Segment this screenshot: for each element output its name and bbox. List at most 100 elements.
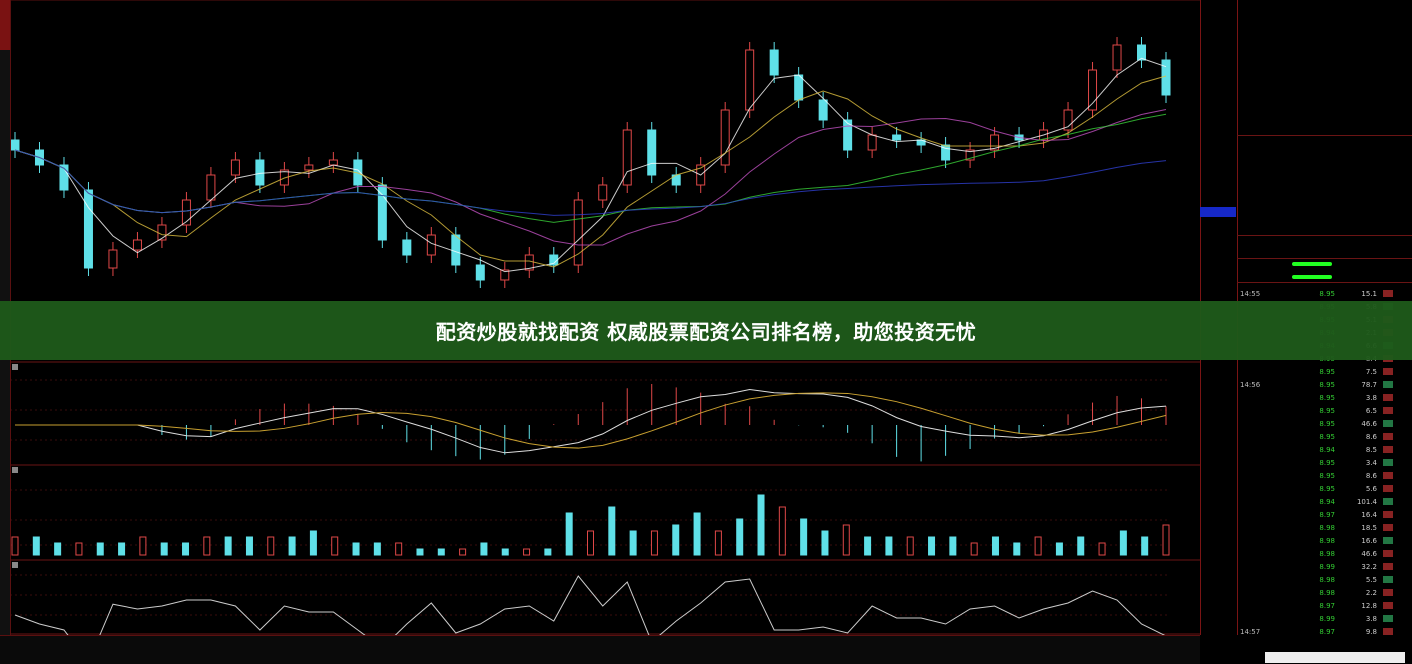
tick-row: 8.95 5.6 [1237,482,1412,495]
tick-row: 8.95 8.6 [1237,469,1412,482]
candle-body [132,239,142,251]
volume-bar [373,542,381,556]
banner-title: 配资炒股就找配资 权威股票配资公司排名榜，助您投资无忧 [435,320,977,344]
indicator-tab[interactable] [249,642,265,657]
tick-row: 8.98 16.6 [1237,534,1412,547]
candle-body [867,134,877,151]
volume-bar [906,536,914,556]
candle-body [1088,69,1098,111]
indicator-tab[interactable] [109,642,125,657]
tick-row: 8.95 7.5 [1237,365,1412,378]
tick-price: 8.95 [1319,393,1335,402]
indicator-header[interactable] [12,364,18,372]
candle-body [59,164,69,191]
indicator-tab[interactable] [218,642,234,657]
candle-body [402,239,412,256]
indicator-tab[interactable] [140,642,156,657]
direction-marker [1383,615,1393,622]
volume-bar [118,542,126,556]
indicator-tab[interactable] [16,642,32,657]
tick-volume: 7.5 [1365,367,1377,376]
indicator-tab[interactable] [62,642,78,657]
indicator-tab[interactable] [311,642,327,657]
candle-body [230,159,240,176]
volume-bar [160,542,168,556]
volume-bar [821,530,829,556]
tick-row: 8.97 16.4 [1237,508,1412,521]
direction-marker [1383,628,1393,635]
indicator-tab[interactable] [155,642,171,657]
tick-price: 8.97 [1319,627,1335,636]
volume-bar [736,518,744,556]
tick-row: 8.95 3.4 [1237,456,1412,469]
volume-bar [842,524,850,556]
indicator-tab[interactable] [326,642,342,657]
candle-body [524,254,534,271]
volume-bar [245,536,253,556]
tick-volume: 6.5 [1365,406,1377,415]
volume-bar [32,536,40,556]
indicator-tab[interactable] [171,642,187,657]
indicator-tab[interactable] [295,642,311,657]
candle-body [206,174,216,201]
tick-price: 8.95 [1319,432,1335,441]
candle-body [10,139,20,151]
tick-row: 14:55 8.95 15.1 [1237,287,1412,300]
indicator-tab[interactable] [264,642,280,657]
volume-bar [1141,536,1149,556]
moving-average-line [14,149,1167,216]
indicator-header[interactable] [12,562,18,570]
direction-marker [1383,498,1393,505]
indicator-tab[interactable] [202,642,218,657]
volume-bar [778,506,786,556]
indicator-tab[interactable] [78,642,94,657]
candle-body [328,159,338,166]
volume-bar [1055,542,1063,556]
tick-price: 8.94 [1319,497,1335,506]
volume-bar [587,530,594,556]
candle-body [83,189,93,269]
volume-bar [203,536,211,556]
volume-bar [416,548,424,556]
volume-bar [1162,524,1170,556]
direction-marker [1383,563,1393,570]
direction-marker [1383,459,1393,466]
tick-row: 8.98 2.2 [1237,586,1412,599]
indicator-tab[interactable] [187,642,203,657]
indicator-tab[interactable] [280,642,296,657]
tick-price: 8.98 [1319,575,1335,584]
candle-body [426,234,436,256]
tick-volume: 3.8 [1365,614,1377,623]
candle-body [990,134,1000,151]
candle-body [304,164,314,171]
volume-bar [224,536,232,556]
indicator-header[interactable] [12,467,18,475]
tick-row: 8.95 3.8 [1237,391,1412,404]
tick-price: 8.99 [1319,614,1335,623]
volume-bar [1119,530,1127,556]
candle-body [1137,44,1147,61]
indicator-tab[interactable] [0,642,16,657]
indicator-tab[interactable] [124,642,140,657]
tick-volume: 3.4 [1365,458,1377,467]
indicator-tab[interactable] [93,642,109,657]
tick-volume: 12.8 [1361,601,1377,610]
tick-row: 8.98 18.5 [1237,521,1412,534]
tick-row: 8.94 101.4 [1237,495,1412,508]
left-tab[interactable] [0,0,10,50]
volume-bar [714,530,722,556]
tick-price: 8.98 [1319,588,1335,597]
indicator-tab[interactable] [233,642,249,657]
volume-bar [395,542,403,556]
indicator-tabs[interactable] [0,635,1200,664]
moving-average-line [14,57,1167,273]
direction-marker [1383,394,1393,401]
indicator-tab[interactable] [47,642,63,657]
ad-banner[interactable]: 配资炒股就找配资 权威股票配资公司排名榜，助您投资无忧 [0,301,1412,360]
volume-bar [629,530,637,556]
kline-chart[interactable] [0,0,1200,635]
indicator-tab[interactable] [31,642,47,657]
dif-line [15,388,1167,454]
tick-price: 8.97 [1319,601,1335,610]
volume-bar [523,548,531,556]
